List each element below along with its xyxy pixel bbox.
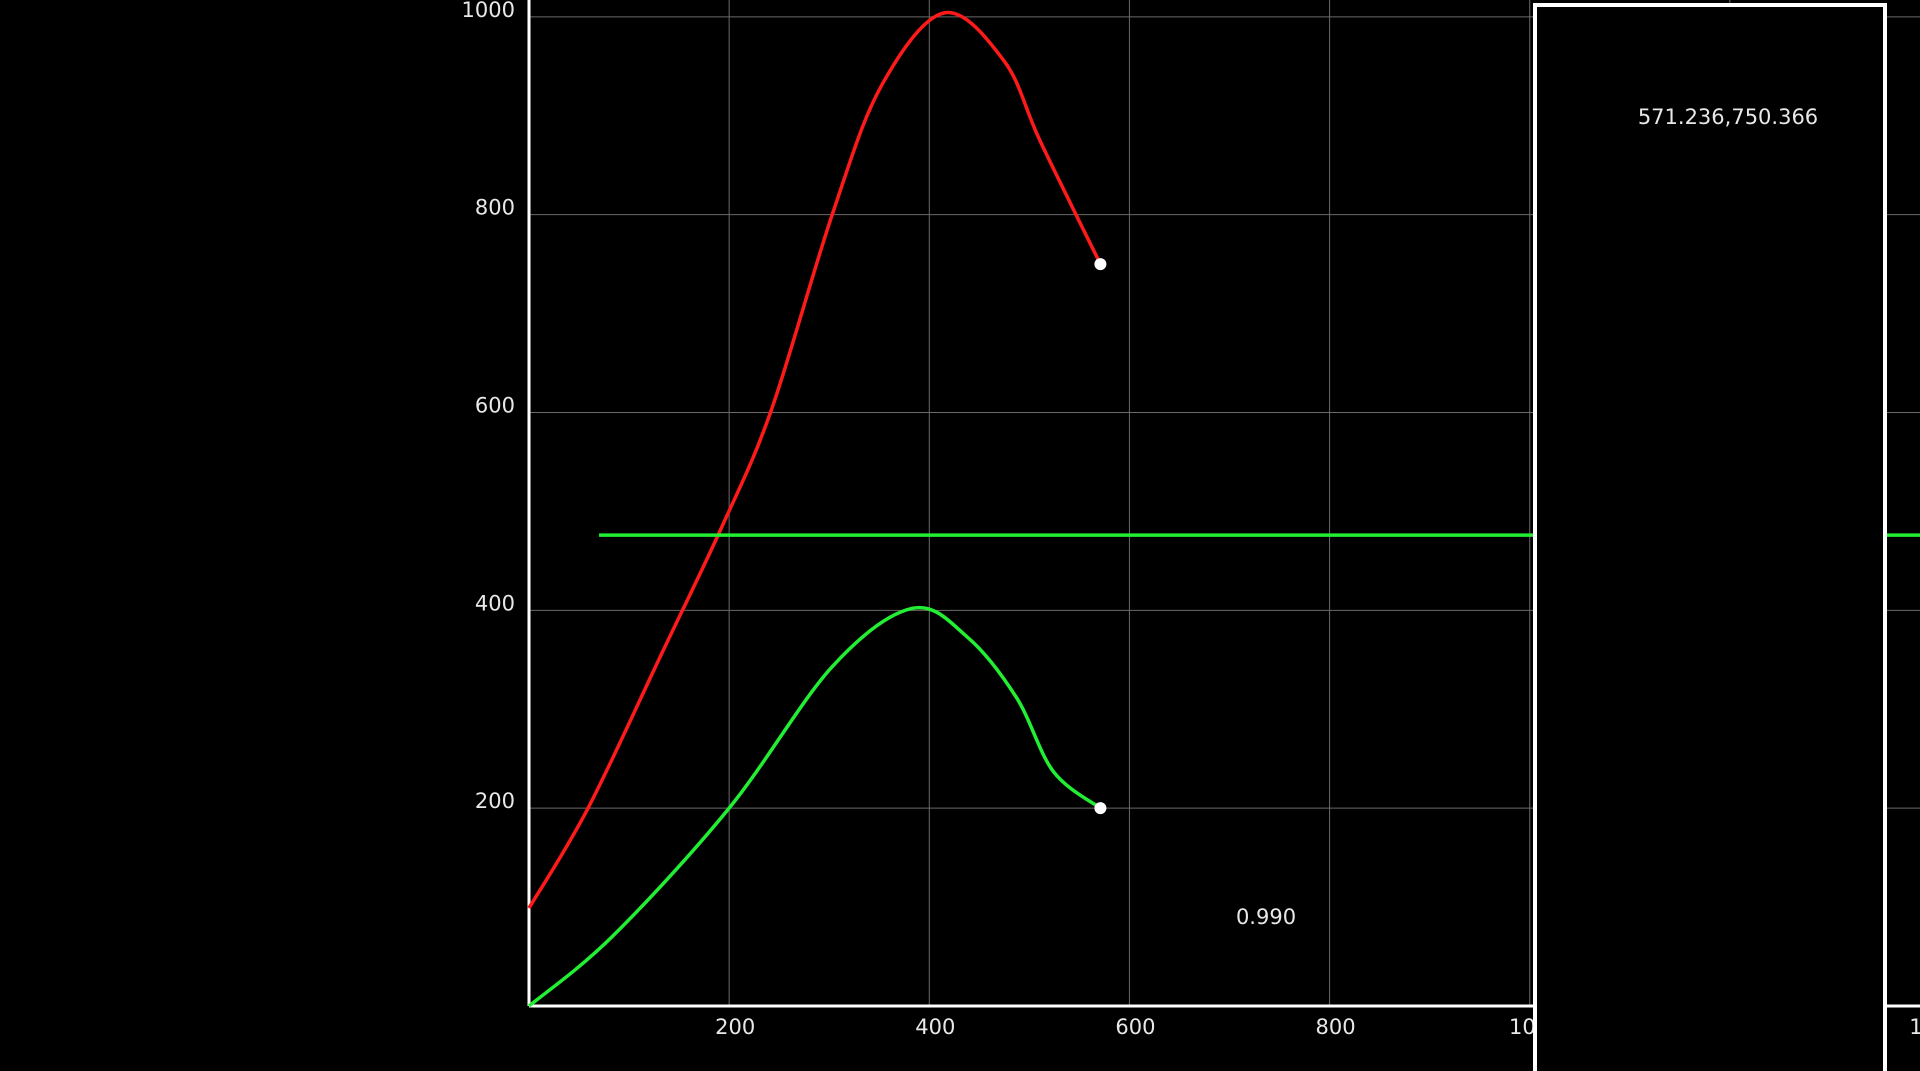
readout-panel: 571.236,750.366 <box>1533 3 1887 1071</box>
y-tick-label: 200 <box>475 789 515 813</box>
readout-text: 571.236,750.366 <box>1638 105 1818 129</box>
x-tick-label: 600 <box>1115 1015 1155 1039</box>
x-tick-label: 200 <box>715 1015 755 1039</box>
panel-frame <box>1533 3 1887 1071</box>
y-tick-label: 600 <box>475 393 515 417</box>
end-marker <box>1094 258 1107 271</box>
y-tick-label: 1000 <box>462 0 515 22</box>
x-tick-label: 800 <box>1316 1015 1356 1039</box>
y-tick-label: 800 <box>475 196 515 220</box>
end-marker <box>1094 802 1107 815</box>
line <box>527 10 1102 909</box>
x-tick-label: 1400 <box>1909 1015 1920 1039</box>
annotation: 0.990 <box>1236 905 1296 929</box>
x-tick-label: 400 <box>915 1015 955 1039</box>
line <box>527 605 1102 1008</box>
y-tick-label: 400 <box>475 591 515 615</box>
